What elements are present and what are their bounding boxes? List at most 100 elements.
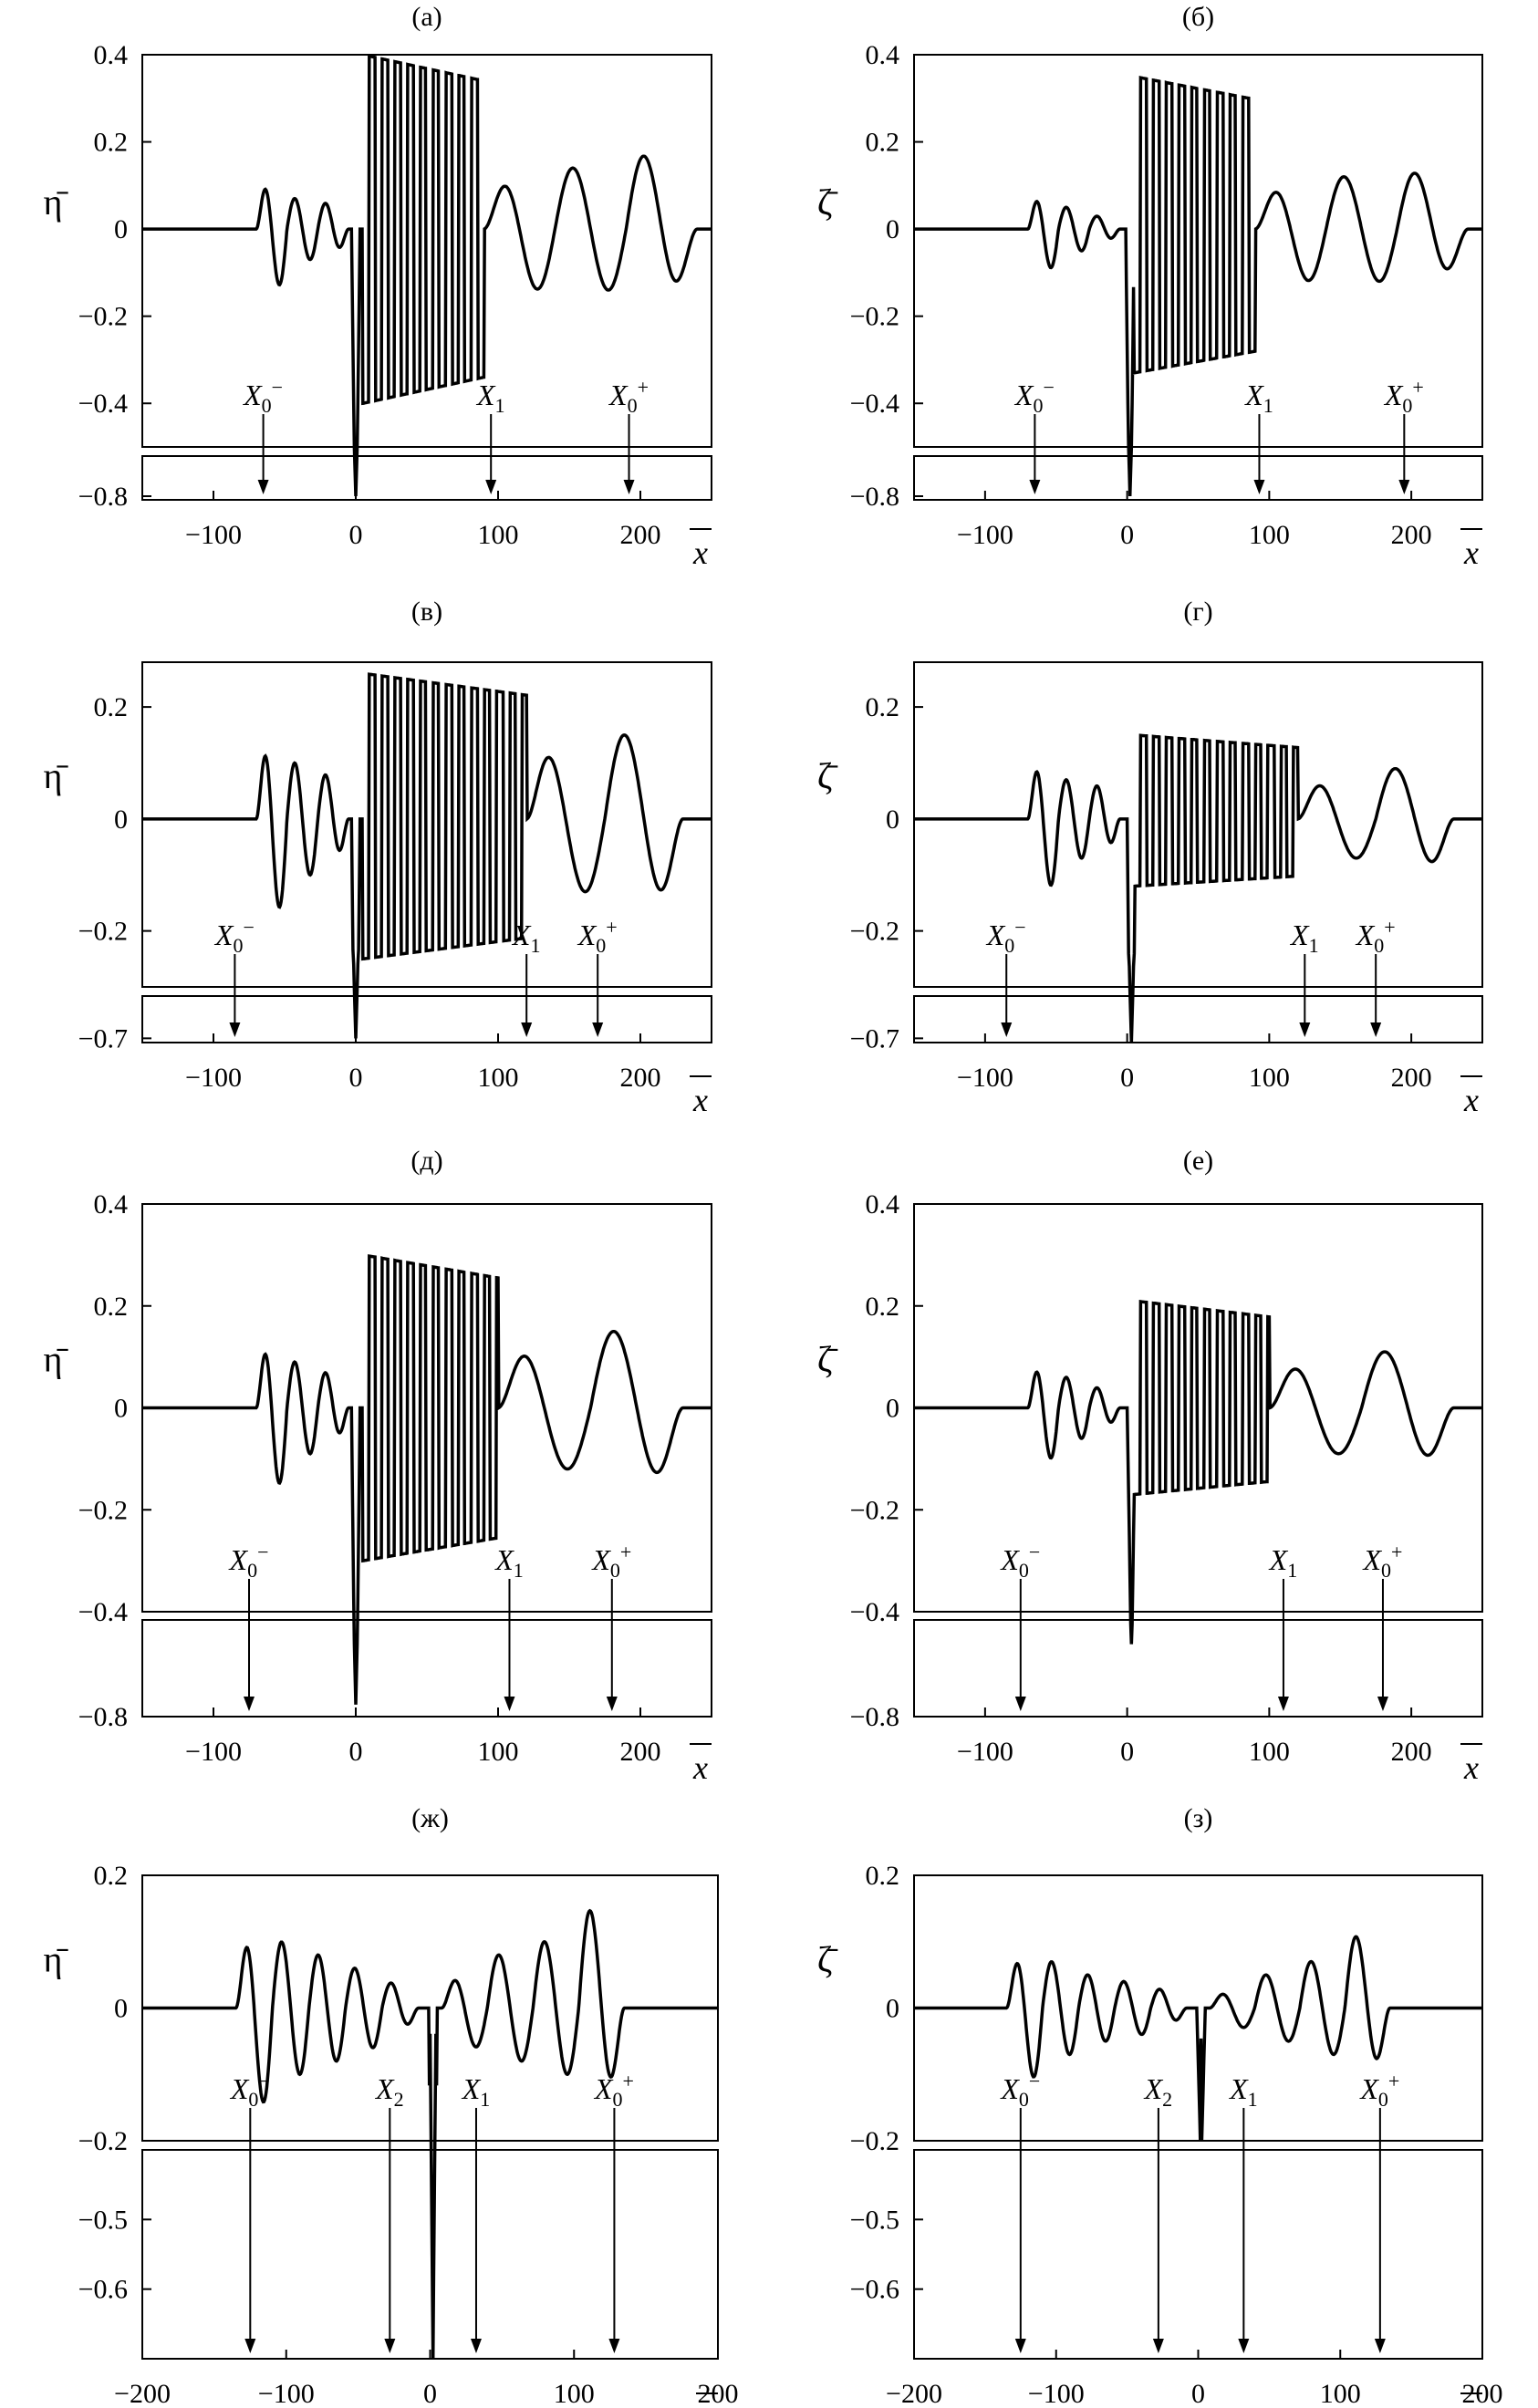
chart-panel: (г) ζ̄ 0.2 0 −0.2 −0.7 −100 0 100 200 x X0− X1 X0+ [817,597,1483,1118]
plot-frame-upper [141,661,712,988]
series-line [914,1935,1482,2142]
x-tick-label: 0 [349,520,363,550]
plot-frame-lower [913,455,1483,501]
y-tick-label: −0.2 [850,302,899,332]
x-axis-label: x [1463,1082,1479,1118]
x-tick-label: 100 [478,520,519,550]
panel-label: (з) [1184,1803,1213,1833]
marker-label: X1 [461,2072,491,2111]
x-tick-label: −200 [114,2379,171,2408]
marker-arrowhead [1029,480,1041,494]
x-tick-label: 0 [423,2379,437,2408]
y-tick-label: 0.2 [866,1861,900,1891]
marker-arrowhead [257,480,269,494]
x-tick-label: −100 [185,1737,242,1767]
panel-label: (е) [1183,1146,1213,1176]
marker-label: X0− [999,1541,1040,1582]
x-tick-label: 200 [1391,520,1432,550]
marker-arrowhead [1014,2339,1026,2353]
marker-label: X0− [1013,376,1055,417]
y-tick-label: −0.6 [850,2275,899,2305]
marker-arrowhead [1277,1697,1289,1711]
x-tick-label: 100 [478,1063,519,1093]
y-axis-label: η̄ [44,182,69,223]
panel-label: (в) [411,597,442,627]
plot-frame-lower [141,455,712,501]
x-tick-label: 200 [620,520,661,550]
marker-label: X0+ [577,916,618,957]
y-tick-label: −0.2 [850,2126,899,2156]
y-tick-label: −0.6 [78,2275,128,2305]
y-tick-label: 0 [886,214,899,244]
x-tick-label: 100 [1249,520,1290,550]
panel-label: (г) [1183,597,1212,627]
y-tick-label: −0.8 [78,1702,128,1732]
chart-panel: (е) ζ̄ 0.4 0.2 0 −0.2 −0.4 −0.8 −100 0 100 200 x X0− X… [817,1146,1483,1786]
marker-arrowhead [521,1022,533,1037]
y-tick-label: 0.2 [94,1861,129,1891]
chart-panel: (а) η̄ 0.4 0.2 0 −0.2 −0.4 −0.8 −100 0 100 200 x X0− X… [44,2,712,571]
y-axis-label: ζ̄ [817,182,839,223]
y-tick-label: 0 [114,804,128,835]
x-tick-label: −100 [957,520,1013,550]
marker-arrowhead [608,2339,620,2353]
marker-label: X0+ [1358,2070,1399,2111]
y-tick-label: 0.4 [866,1189,900,1220]
marker-label: X0− [229,2070,270,2111]
x-axis-label: x [699,2399,714,2408]
marker-arrowhead [470,2339,482,2353]
x-axis-label: x [1463,2399,1479,2408]
x-tick-label: 200 [620,1063,661,1093]
chart-panel: (в) η̄ 0.2 0 −0.2 −0.7 −100 0 100 200 x X0− X1 X0+ [44,597,712,1118]
y-tick-label: 0 [886,1394,899,1424]
x-tick-label: 0 [1120,520,1134,550]
x-tick-label: 100 [1249,1737,1290,1767]
marker-label: X0− [213,916,255,957]
marker-label: X1 [1268,1543,1298,1582]
series-line [914,1300,1482,1645]
y-tick-label: −0.8 [78,482,128,512]
y-tick-label: −0.2 [78,1495,128,1525]
panel-label: (д) [410,1146,442,1176]
plot-frame-lower [913,995,1483,1043]
chart-panel: (б) ζ̄ 0.4 0.2 0 −0.2 −0.4 −0.8 −100 0 100 200 x X0− X… [817,2,1483,571]
y-tick-label: −0.2 [78,917,128,947]
panel-label: (б) [1182,2,1214,32]
y-tick-label: −0.4 [78,1597,128,1627]
x-tick-label: 100 [1320,2379,1361,2408]
y-tick-label: −0.7 [78,1023,128,1054]
y-tick-label: 0.2 [94,128,129,158]
marker-label: X2 [1143,2072,1173,2111]
marker-label: X0− [999,2070,1040,2111]
marker-arrowhead [1014,1697,1026,1711]
marker-label: X0− [242,376,283,417]
marker-label: X0+ [1383,376,1424,417]
x-axis-label: x [1463,1749,1479,1786]
y-tick-label: 0.2 [94,692,129,722]
y-tick-label: 0.2 [866,1292,900,1322]
series-line [142,672,712,1039]
panel-label: (ж) [411,1803,449,1833]
y-tick-label: −0.5 [78,2205,128,2235]
y-tick-label: 0.4 [94,40,129,70]
chart-panel: (з)ζ̄0.20−0.2−0.5−0.6−200−1000100200xX0−… [817,1803,1503,2408]
x-tick-label: 100 [1249,1063,1290,1093]
marker-label: X1 [475,379,505,417]
marker-arrowhead [592,1022,604,1037]
marker-arrowhead [1299,1022,1311,1037]
marker-arrowhead [1152,2339,1164,2353]
x-axis-label: x [692,1082,708,1118]
marker-label: X1 [494,1543,524,1582]
y-tick-label: −0.4 [850,1597,899,1627]
y-axis-label: ζ̄ [817,1939,839,1980]
series-line [142,55,712,497]
x-tick-label: 200 [1391,1737,1432,1767]
marker-label: X0+ [1361,1541,1402,1582]
marker-arrowhead [244,2339,256,2353]
marker-label: X0+ [593,2070,634,2111]
x-tick-label: 100 [478,1737,519,1767]
x-tick-label: 0 [1120,1063,1134,1093]
x-tick-label: 0 [349,1063,363,1093]
y-tick-label: 0 [114,1394,128,1424]
marker-arrowhead [1253,480,1265,494]
